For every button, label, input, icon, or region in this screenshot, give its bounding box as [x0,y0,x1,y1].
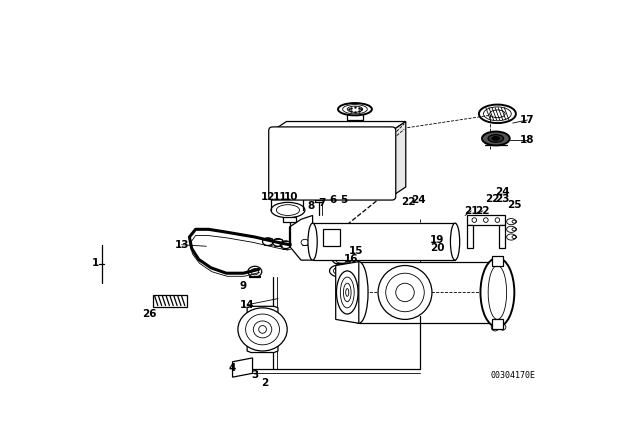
Text: 17: 17 [520,115,535,125]
Polygon shape [284,217,296,222]
Text: 6: 6 [329,195,336,205]
Ellipse shape [492,137,500,140]
Ellipse shape [337,271,358,314]
Text: 13: 13 [175,240,189,250]
Bar [499,225,505,248]
Text: 12: 12 [260,192,275,202]
Text: 4: 4 [229,363,236,373]
Text: 2: 2 [261,378,269,388]
Ellipse shape [484,262,503,323]
FancyBboxPatch shape [269,127,396,200]
Text: 9: 9 [240,281,247,291]
Ellipse shape [481,258,515,327]
Text: 16: 16 [344,254,358,263]
Text: 1: 1 [92,258,99,268]
Text: 3: 3 [252,370,259,380]
Text: 7: 7 [318,198,326,208]
Text: 25: 25 [507,200,522,210]
Text: 24: 24 [412,195,426,205]
Ellipse shape [488,134,504,142]
Text: 22: 22 [476,206,490,216]
Text: 24: 24 [495,187,510,198]
Text: 26: 26 [142,309,157,319]
Text: 15: 15 [348,246,363,256]
Text: 22: 22 [401,197,415,207]
Ellipse shape [378,266,432,319]
Text: 21: 21 [464,206,479,216]
Text: 11: 11 [273,192,287,202]
Polygon shape [336,262,359,323]
Ellipse shape [238,308,287,351]
Text: 20: 20 [430,243,445,253]
Bar [492,255,503,266]
Ellipse shape [451,223,460,260]
Text: 5: 5 [340,195,347,205]
Text: 14: 14 [240,300,255,310]
Bar [323,229,340,246]
Ellipse shape [308,223,317,260]
Ellipse shape [349,262,368,323]
Text: 22: 22 [486,194,500,203]
Bar [467,225,473,248]
Ellipse shape [482,132,509,146]
Text: 18: 18 [520,135,534,145]
Bar [359,262,493,323]
Text: 10: 10 [284,192,298,202]
Polygon shape [247,306,278,353]
Bar [312,223,455,260]
Text: 8: 8 [307,201,315,211]
Text: 19: 19 [430,235,445,245]
Polygon shape [232,358,253,377]
Text: 23: 23 [495,194,509,203]
Bar [467,215,505,225]
Polygon shape [392,121,406,196]
Polygon shape [273,121,406,131]
Text: 00304170E: 00304170E [491,371,536,380]
Bar [492,319,503,329]
Polygon shape [289,215,312,260]
